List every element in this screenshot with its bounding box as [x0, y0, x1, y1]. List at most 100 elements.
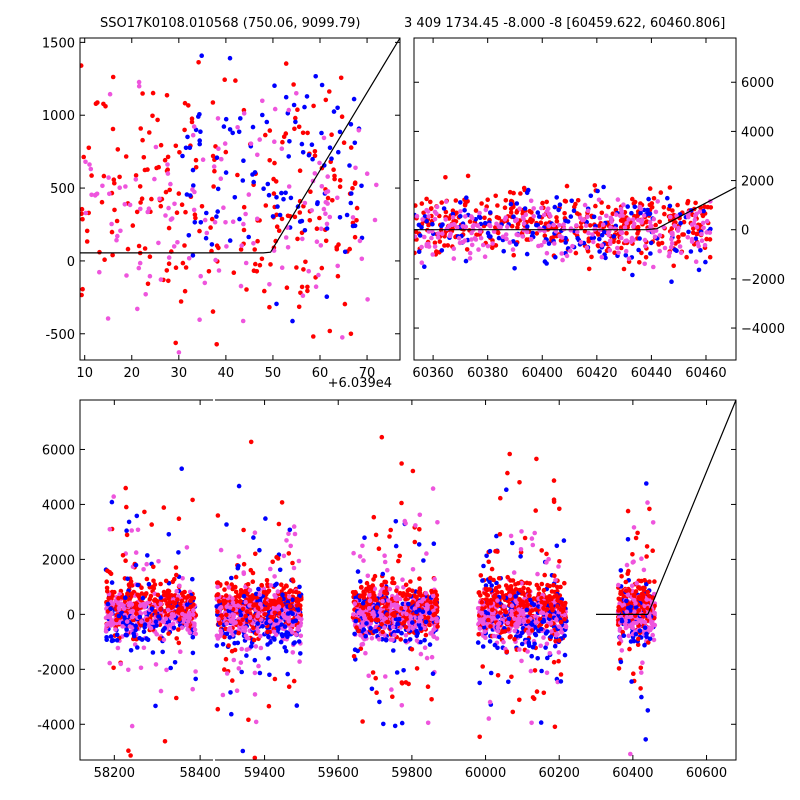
- blue-point: [230, 130, 235, 136]
- pink-point: [191, 124, 197, 129]
- red-point: [179, 598, 185, 604]
- red-point: [403, 624, 409, 630]
- pink-point: [272, 622, 277, 627]
- red-point: [619, 574, 624, 579]
- red-point: [662, 211, 667, 217]
- blue-point: [109, 499, 115, 505]
- blue-point: [272, 637, 277, 642]
- pink-point: [432, 216, 438, 222]
- red-point: [134, 611, 139, 616]
- red-point: [414, 203, 418, 208]
- blue-point: [203, 235, 209, 241]
- blue-point: [191, 183, 196, 188]
- red-point: [412, 539, 418, 545]
- pink-point: [142, 605, 147, 610]
- pink-point: [174, 589, 179, 594]
- blue-point: [108, 634, 114, 639]
- pink-point: [124, 273, 129, 278]
- pink-point: [236, 666, 242, 671]
- red-point: [643, 254, 649, 260]
- pink-point: [568, 248, 573, 254]
- blue-point: [464, 195, 469, 200]
- x-tick-label: 60400: [522, 366, 563, 381]
- red-point: [624, 230, 629, 236]
- pink-point: [243, 260, 249, 266]
- red-point: [325, 195, 331, 201]
- pink-point: [219, 156, 224, 162]
- red-point: [562, 580, 567, 586]
- pink-point: [297, 659, 302, 664]
- pink-point: [590, 232, 595, 237]
- pink-point: [609, 219, 614, 225]
- red-point: [504, 649, 509, 655]
- pink-point: [353, 165, 358, 171]
- red-point: [230, 678, 235, 683]
- red-point: [142, 246, 148, 251]
- pink-point: [509, 612, 514, 617]
- red-point: [286, 684, 292, 689]
- red-point: [416, 590, 422, 595]
- pink-point: [519, 658, 524, 664]
- pink-point: [419, 244, 424, 250]
- red-point: [515, 581, 521, 586]
- red-point: [158, 203, 164, 209]
- pink-point: [494, 221, 499, 227]
- pink-point: [404, 611, 409, 617]
- blue-point: [481, 624, 487, 630]
- red-point: [109, 229, 115, 235]
- red-point: [505, 627, 511, 632]
- pink-point: [425, 720, 431, 726]
- red-point: [557, 506, 562, 512]
- red-point: [432, 240, 438, 246]
- blue-point: [395, 628, 401, 634]
- red-point: [518, 602, 524, 607]
- red-point: [283, 583, 289, 588]
- pink-point: [674, 213, 679, 219]
- red-point: [108, 571, 114, 577]
- pink-point: [248, 141, 254, 146]
- red-point: [387, 534, 392, 539]
- pink-point: [365, 297, 370, 302]
- pink-point: [296, 624, 301, 630]
- red-point: [673, 241, 678, 246]
- red-point: [544, 551, 549, 557]
- blue-point: [190, 650, 196, 656]
- red-point: [323, 97, 329, 103]
- red-point: [353, 589, 358, 595]
- blue-point: [296, 639, 302, 644]
- red-point: [508, 210, 514, 215]
- data-points: [103, 434, 658, 760]
- pink-point: [662, 245, 668, 251]
- red-point: [505, 574, 511, 580]
- pink-point: [480, 242, 486, 248]
- blue-point: [268, 640, 273, 645]
- red-point: [174, 695, 179, 701]
- pink-point: [415, 602, 421, 608]
- pink-point: [357, 238, 363, 244]
- pink-point: [531, 206, 536, 211]
- blue-point: [348, 200, 354, 206]
- pink-point: [309, 208, 315, 213]
- red-point: [495, 549, 500, 554]
- red-point: [193, 157, 199, 163]
- blue-point: [625, 204, 630, 209]
- blue-point: [278, 639, 284, 645]
- pink-point: [385, 567, 390, 573]
- pink-point: [165, 162, 170, 167]
- red-point: [280, 139, 285, 145]
- blue-point: [414, 609, 419, 615]
- blue-point: [646, 196, 651, 202]
- red-point: [193, 165, 199, 170]
- blue-point: [678, 220, 683, 226]
- pink-point: [563, 623, 569, 629]
- pink-point: [669, 230, 674, 236]
- blue-point: [638, 210, 643, 216]
- red-point: [544, 623, 549, 629]
- red-point: [263, 203, 269, 208]
- red-point: [212, 168, 217, 174]
- blue-point: [401, 668, 406, 673]
- red-point: [138, 200, 143, 205]
- blue-point: [392, 723, 398, 729]
- pink-point: [518, 547, 524, 552]
- pink-point: [138, 611, 144, 616]
